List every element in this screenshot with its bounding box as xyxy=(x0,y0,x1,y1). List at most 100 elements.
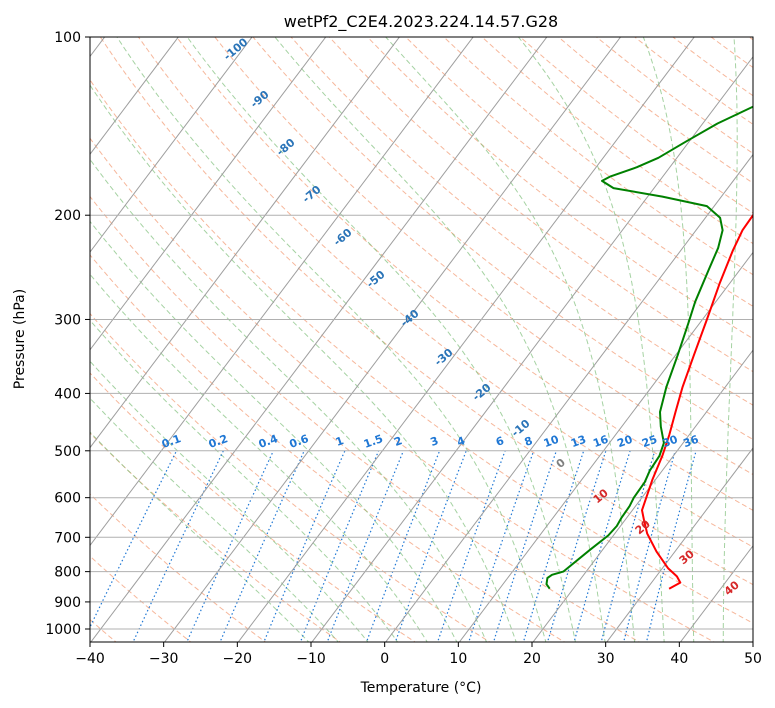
isotherm-line xyxy=(237,37,695,642)
dry-adiabat-line xyxy=(328,37,753,373)
moist-adiabat-line xyxy=(90,397,339,642)
chart-title: wetPf2_C2E4.2023.224.14.57.G28 xyxy=(284,12,558,32)
mixing-ratio-lines xyxy=(90,450,697,642)
y-tick-label: 300 xyxy=(54,312,81,328)
dry-adiabat-line xyxy=(404,37,753,307)
isotherm-line xyxy=(90,37,548,642)
dry-adiabat-line xyxy=(481,37,753,245)
mixing-ratio-line xyxy=(326,450,404,642)
x-tick-label: −20 xyxy=(223,651,253,667)
dry-adiabat-line xyxy=(137,37,753,548)
isotherm-line xyxy=(90,37,401,449)
plot-frame xyxy=(89,36,754,643)
dry-adiabat-line xyxy=(252,37,753,441)
isotherm-line xyxy=(90,37,253,253)
moist-adiabat-line xyxy=(90,220,458,642)
dry-adiabat-line xyxy=(519,37,753,214)
moist-adiabat-label: -20 xyxy=(470,381,494,404)
y-tick-label: 500 xyxy=(54,444,81,460)
mixing-ratio-line xyxy=(365,450,441,642)
dry-adiabat-line xyxy=(290,37,753,406)
dry-adiabat-line xyxy=(214,37,753,476)
isotherm-line xyxy=(458,251,753,642)
isotherm-line xyxy=(90,37,179,156)
dry-adiabat-label: 40 xyxy=(722,578,742,598)
mixing-ratio-label: 20 xyxy=(615,433,634,451)
x-axis-label: Temperature (°C) xyxy=(360,680,482,696)
moist-adiabat-label: -80 xyxy=(274,136,298,159)
isotherm-line xyxy=(385,153,753,642)
moist-adiabat-line xyxy=(90,431,310,642)
mixing-ratio-line xyxy=(623,450,676,642)
mixing-ratio-line xyxy=(299,450,380,642)
profiles xyxy=(545,105,753,590)
x-tick-label: 30 xyxy=(597,651,615,667)
moist-adiabat-label: -70 xyxy=(300,183,324,206)
x-tick-label: 40 xyxy=(670,651,688,667)
y-tick-label: 600 xyxy=(54,491,81,507)
mixing-ratio-label: 1 xyxy=(334,434,346,449)
dry-adiabat-line xyxy=(557,37,753,184)
mixing-ratio-label: 30 xyxy=(661,433,680,451)
dry-adiabat-label: 0 xyxy=(554,456,568,471)
x-tick-label: 10 xyxy=(449,651,467,667)
isotherm-line xyxy=(606,447,753,642)
mixing-ratio-label: 8 xyxy=(523,434,535,449)
x-tick-label: 50 xyxy=(744,651,762,667)
x-tick-label: 0 xyxy=(380,651,389,667)
x-tick-label: −10 xyxy=(296,651,326,667)
dry-adiabat-label: 30 xyxy=(677,547,697,567)
moist-adiabats xyxy=(90,37,738,642)
dry-adiabat-line xyxy=(99,37,753,586)
isotherms xyxy=(90,24,775,644)
dry-adiabat-line xyxy=(90,432,342,642)
mixing-ratio-line xyxy=(546,450,607,642)
dry-adiabat-line xyxy=(443,37,753,276)
mixing-ratio-label: 0.6 xyxy=(288,432,311,451)
line-labels: -100-90-80-70-60-50-40-30-20-100.1 0.2 0.4… xyxy=(160,37,742,598)
mixing-ratio-label: 1.5 xyxy=(362,432,385,451)
dry-adiabat-line xyxy=(633,37,753,125)
plot-area: -100-90-80-70-60-50-40-30-20-100.1 0.2 0.4… xyxy=(90,24,775,644)
moist-adiabat-line xyxy=(90,158,488,642)
mixing-ratio-label: 6 xyxy=(494,434,506,449)
dry-adiabat-line xyxy=(90,137,716,642)
dry-adiabat-line xyxy=(90,555,192,642)
isotherm-line xyxy=(90,37,474,547)
mixing-ratio-label: 3 xyxy=(429,434,441,449)
x-axis: −40 −30 −20 −10 0 10 20 30 40 50 xyxy=(75,642,762,667)
mixing-ratio-label: 10 xyxy=(542,433,561,451)
mixing-ratio-label: 16 xyxy=(591,433,610,451)
dry-adiabats xyxy=(90,24,775,644)
isotherm-line xyxy=(532,349,753,642)
moist-adiabat-line xyxy=(90,360,369,642)
dry-adiabat-line xyxy=(769,24,775,644)
x-tick-label: −40 xyxy=(75,651,105,667)
moist-adiabat-label: -90 xyxy=(248,88,272,111)
dry-adiabat-line xyxy=(90,372,416,642)
mixing-ratio-label: 2 xyxy=(392,434,404,449)
mixing-ratio-label: 0.1 xyxy=(160,432,183,451)
x-tick-label: −30 xyxy=(149,651,179,667)
moist-adiabat-line xyxy=(274,37,606,642)
mixing-ratio-label: 0.4 xyxy=(257,432,280,451)
moist-adiabat-line xyxy=(116,37,547,642)
y-tick-label: 900 xyxy=(54,595,81,611)
dry-adiabat-label: 20 xyxy=(633,517,653,537)
dry-adiabat-label: 10 xyxy=(591,486,611,506)
moist-adiabat-label: -50 xyxy=(364,268,388,291)
mixing-ratio-line xyxy=(492,450,557,642)
mixing-ratio-label: 4 xyxy=(455,434,467,449)
isotherm-line xyxy=(90,37,327,351)
moist-adiabat-label: -40 xyxy=(398,307,422,330)
dry-adiabat-line xyxy=(90,312,491,642)
y-tick-label: 700 xyxy=(54,530,81,546)
mixing-ratio-line xyxy=(573,450,631,642)
y-tick-label: 800 xyxy=(54,565,81,581)
isotherm-line xyxy=(753,24,775,644)
y-tick-label: 400 xyxy=(54,386,81,402)
dry-adiabat-line xyxy=(710,37,753,69)
dry-adiabat-line xyxy=(672,37,753,97)
y-tick-label: 200 xyxy=(54,208,81,224)
